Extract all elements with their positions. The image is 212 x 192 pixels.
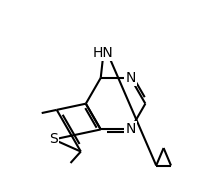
Text: N: N xyxy=(125,71,136,85)
Text: N: N xyxy=(125,122,136,137)
Text: HN: HN xyxy=(92,46,113,60)
Text: S: S xyxy=(49,132,58,146)
